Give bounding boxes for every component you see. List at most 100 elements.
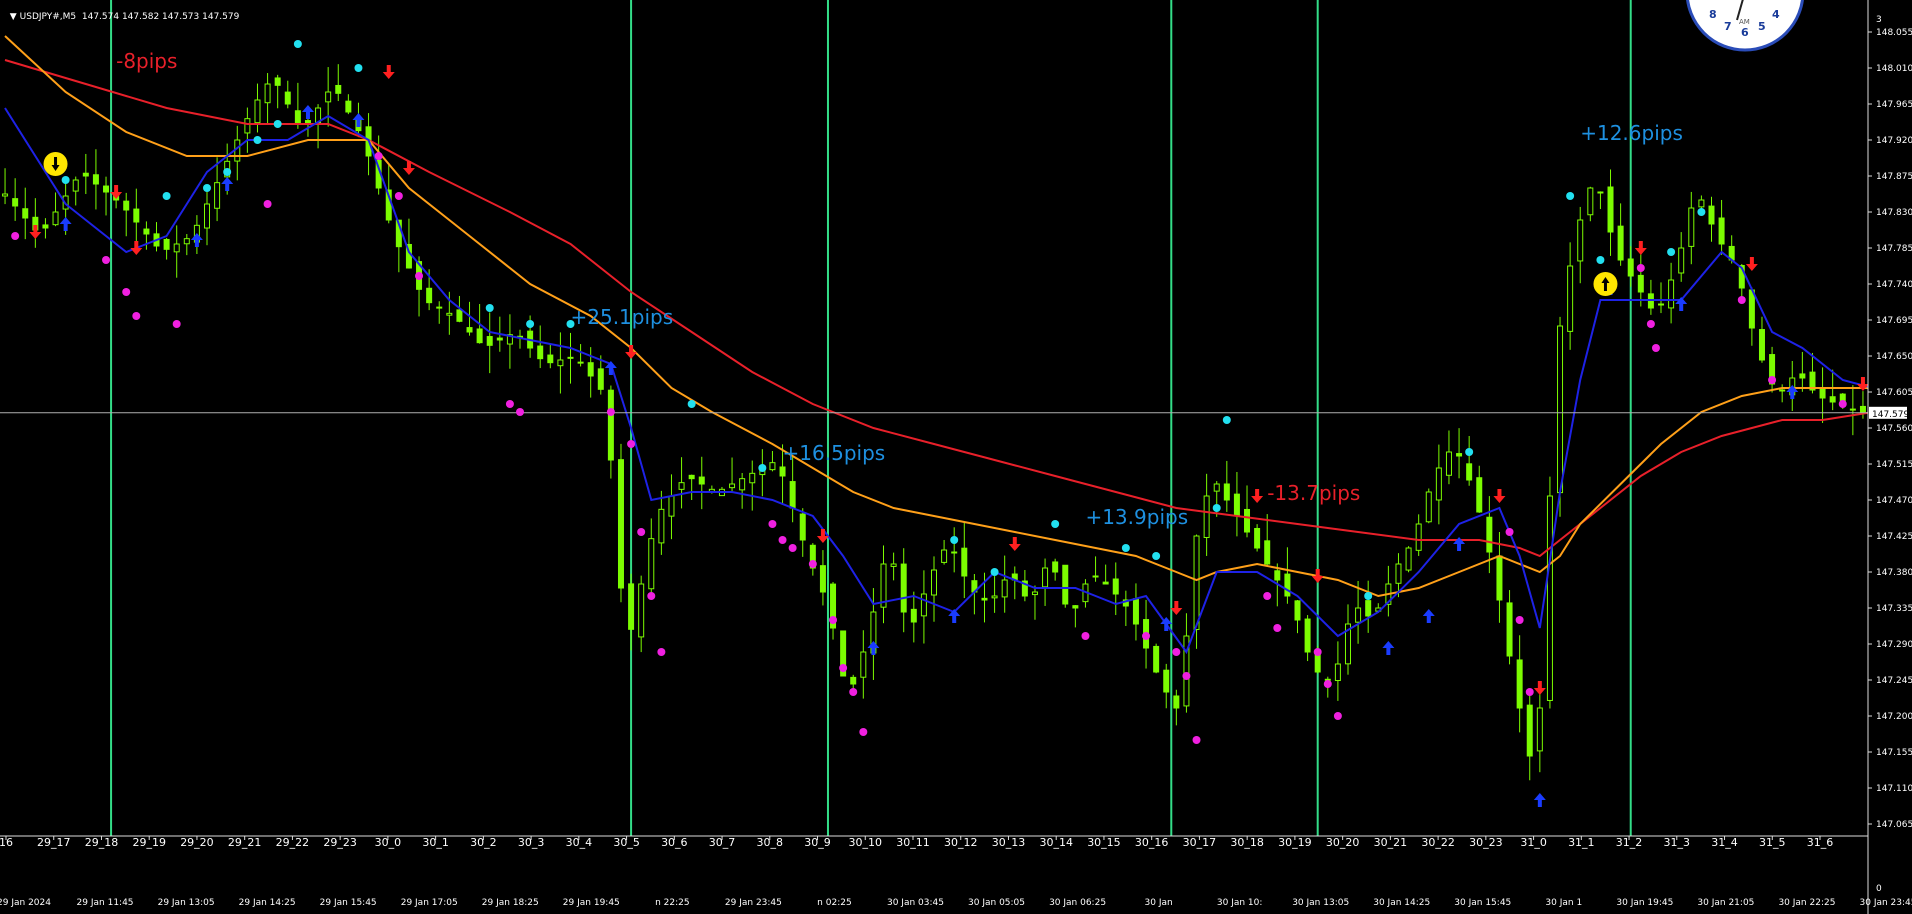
price-axis-background (1868, 0, 1912, 914)
signal-dot-down (788, 544, 797, 552)
x-tick-label: 30_11 (896, 836, 930, 849)
candle-body (82, 172, 89, 177)
candle-body (1001, 579, 1008, 598)
candle-body (1486, 516, 1493, 553)
candle-body (476, 328, 483, 344)
candle-body (1476, 477, 1483, 513)
clock-am-label: AM (1739, 18, 1750, 26)
candle-body (941, 549, 948, 563)
y-tick-label: 147.830 (1876, 208, 1912, 218)
arrow-up-icon (1382, 641, 1395, 655)
candle-body (42, 224, 49, 229)
candle-body (143, 228, 150, 235)
arrow-up-icon (59, 217, 72, 231)
arrow-up-icon (1533, 793, 1546, 807)
candle-body (163, 238, 170, 250)
candle-body (1809, 371, 1816, 391)
pips-annotation: +13.9pips (1085, 505, 1188, 529)
time-axis-background (0, 836, 1868, 914)
candle-body (910, 608, 917, 623)
signal-dot-down (606, 408, 615, 416)
clock-number-5: 5 (1758, 20, 1766, 33)
candle-body (1415, 523, 1422, 551)
x-tick-label: 29_19 (132, 836, 166, 849)
arrow-up-icon (352, 113, 365, 127)
candle-body (183, 238, 190, 245)
x-tick-label: 31_5 (1759, 836, 1786, 849)
candle-body (1284, 573, 1291, 597)
arrow-up-icon (301, 105, 314, 119)
signal-dot-down (1838, 400, 1847, 408)
x-tick-label: 30_8 (757, 836, 784, 849)
signal-dot-down (637, 528, 646, 536)
signal-markers (11, 40, 1869, 807)
x-tick-label: 30_9 (804, 836, 831, 849)
chevron-down-icon[interactable]: ▼ (9, 12, 17, 22)
y-tick-label: 147.875 (1876, 172, 1912, 182)
x-tick-label: 31_2 (1616, 836, 1643, 849)
candle-body (961, 547, 968, 577)
candle-body (749, 472, 756, 484)
signal-dot-down (516, 408, 525, 416)
signal-dot-down (778, 536, 787, 544)
x-tick-label: 31_1 (1568, 836, 1595, 849)
time-axis-label: 30 Jan 22:25 (1778, 898, 1835, 908)
pips-annotation: -8pips (116, 49, 177, 73)
candle-body (1334, 663, 1341, 682)
y-tick-label: 147.560 (1876, 424, 1912, 434)
time-axis-label: 30 Jan 13:05 (1292, 898, 1349, 908)
signal-dot-down (1333, 712, 1342, 720)
candle-body (1405, 547, 1412, 571)
arrow-down-icon (1170, 601, 1183, 615)
symbol-quote: USDJPY#,M5 147.574 147.582 147.573 147.5… (19, 12, 240, 22)
signal-dot-down (505, 400, 514, 408)
clock-number-8: 8 (1709, 8, 1717, 21)
y-tick-label: 147.605 (1876, 388, 1912, 398)
candle-body (12, 198, 19, 207)
analog-clock: 8 7 6 5 4 AM (1686, 0, 1804, 52)
candle-body (1304, 618, 1311, 653)
y-tick-label: 147.110 (1876, 784, 1912, 794)
signal-dot-up (223, 168, 232, 176)
signal-arrow-up-icon (1601, 277, 1610, 291)
candle-body (698, 476, 705, 485)
x-tick-label: 30_6 (661, 836, 688, 849)
signal-dot-down (1505, 528, 1514, 536)
signal-dot-up (1596, 256, 1605, 264)
signal-dot-down (172, 320, 181, 328)
candle-body (496, 337, 503, 341)
signal-dot-down (808, 560, 817, 568)
arrow-up-icon (190, 233, 203, 247)
candle-body (506, 334, 513, 345)
candle-body (1708, 205, 1715, 225)
time-axis-label: 29 Jan 15:45 (320, 898, 377, 908)
candle-body (900, 563, 907, 613)
pips-annotation: +16.5pips (783, 441, 886, 465)
symbol-header[interactable]: ▼ USDJPY#,M5 147.574 147.582 147.573 147.… (4, 2, 240, 22)
ma-fast-line (4, 107, 1874, 655)
candle-body (22, 208, 29, 219)
x-tick-label: 30_19 (1278, 836, 1312, 849)
candle-body (1627, 258, 1634, 277)
candle-body (244, 118, 251, 134)
signal-dot-up (758, 464, 767, 472)
candle-body (1264, 540, 1271, 565)
candle-body (1496, 555, 1503, 601)
x-tick-label: 29_20 (180, 836, 214, 849)
candle-body (638, 583, 645, 638)
y-tick-label: 147.290 (1876, 640, 1912, 650)
signal-dot-up (526, 320, 535, 328)
candle-body (325, 91, 332, 103)
arrow-up-icon (867, 641, 880, 655)
candle-body (607, 389, 614, 461)
y-tick-label: 147.650 (1876, 352, 1912, 362)
signal-dot-down (415, 272, 424, 280)
clock-number-6: 6 (1741, 26, 1749, 39)
candle-body (1456, 453, 1463, 457)
candle-body (1395, 563, 1402, 584)
candle-body (1254, 527, 1261, 549)
signal-dot-down (394, 192, 403, 200)
arrow-down-icon (1493, 489, 1506, 503)
time-axis-label: 30 Jan 10: (1217, 898, 1263, 908)
